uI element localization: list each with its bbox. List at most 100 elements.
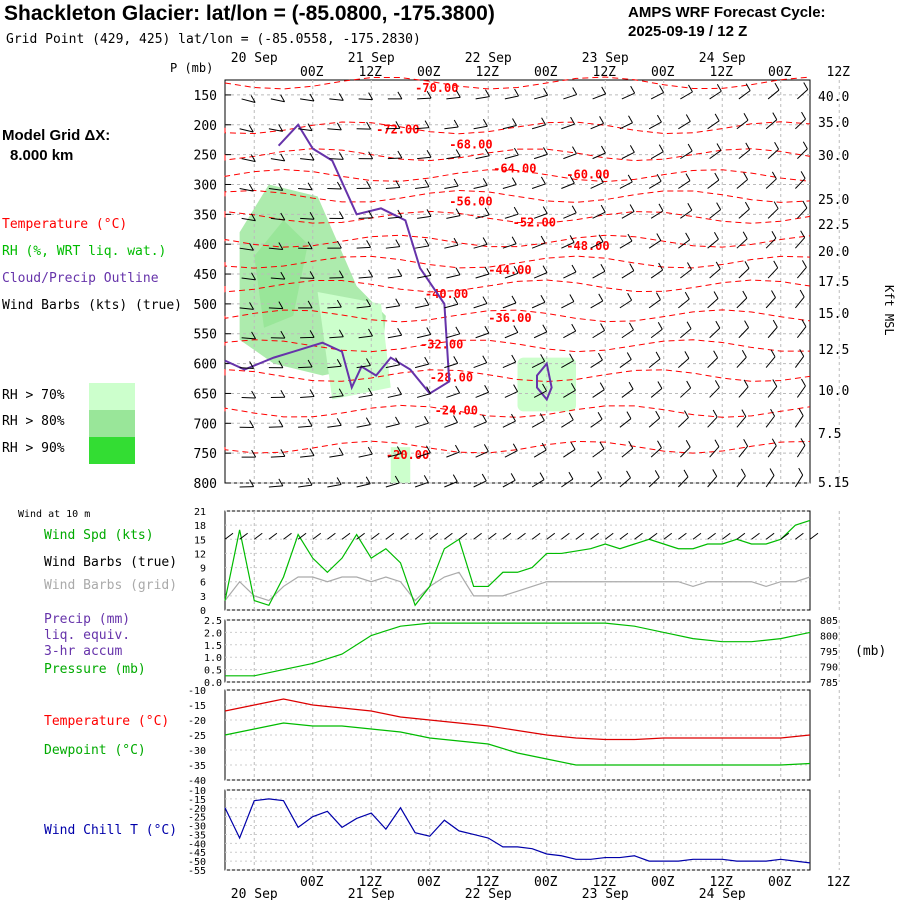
- wind-barb: [678, 357, 690, 368]
- wind-barb: [767, 326, 778, 339]
- wind-barb: [738, 90, 751, 100]
- wind-barb: [473, 362, 487, 369]
- wind-barb-feather: [541, 117, 546, 126]
- wind-barb: [239, 247, 254, 251]
- wind-barb-feather: [743, 438, 749, 447]
- wind-barb-feather: [599, 382, 605, 390]
- wind-barb: [533, 94, 548, 100]
- wind-barb-feather: [771, 230, 777, 239]
- wind10m-barb: [780, 532, 790, 540]
- wind-barb: [329, 158, 344, 160]
- kft-tick-label: 10.0: [818, 384, 849, 399]
- wind-barb-feather: [685, 173, 691, 181]
- wind-barb: [473, 184, 488, 189]
- wind-tick-label: 21: [194, 507, 206, 518]
- wc-tick-label: -35: [188, 830, 206, 841]
- legend-td2: Dewpoint (°C): [44, 743, 146, 758]
- wind-barb: [502, 361, 516, 369]
- top-time-label: 00Z: [534, 65, 558, 80]
- p-tick-label: 300: [194, 178, 217, 193]
- wind-barb-feather: [482, 355, 488, 363]
- top-time-label: 12Z: [359, 65, 383, 80]
- wind-barb: [385, 187, 400, 189]
- wind-barb-feather: [338, 211, 344, 219]
- wind-barb: [385, 246, 400, 249]
- wind-barb-feather: [799, 349, 805, 357]
- wind-barb: [300, 396, 315, 398]
- wind-barb: [270, 158, 285, 162]
- wind-barb-feather: [338, 270, 344, 278]
- temp-tick-label: -25: [188, 731, 206, 742]
- wind-barb-feather: [484, 207, 490, 216]
- legend-temperature: Temperature (°C): [2, 217, 128, 232]
- wind-barb-feather: [397, 328, 403, 336]
- wind-barb: [446, 333, 460, 339]
- wind-barb-feather: [742, 290, 748, 299]
- wind-barb-feather: [426, 209, 432, 217]
- wind-barb-feather: [280, 212, 286, 221]
- isotherm-line: [224, 210, 811, 224]
- isotherm-line: [224, 121, 811, 135]
- wind-barb-feather: [628, 381, 634, 390]
- wind-barb-feather: [743, 172, 749, 180]
- wind-barb: [650, 269, 663, 279]
- wind-barb-feather: [743, 113, 749, 121]
- wind-barb-feather: [572, 146, 577, 154]
- wind-tick-label: 6: [200, 578, 206, 589]
- wind10m-barb: [414, 532, 424, 540]
- wind-barb: [531, 420, 545, 428]
- wind-barb-feather: [773, 201, 779, 209]
- wind-barb: [736, 297, 748, 309]
- wind-barb-feather: [513, 325, 519, 333]
- wind-barb-feather: [511, 295, 517, 304]
- wind-barb-feather: [655, 351, 661, 360]
- wind-barb-feather: [426, 386, 432, 394]
- wind10m-barb: [561, 532, 570, 540]
- wind-barb: [387, 334, 402, 339]
- bottom-date-label: 20 Sep: [231, 887, 278, 900]
- wind-barb: [385, 482, 400, 488]
- bottom-date-label: 22 Sep: [465, 887, 512, 900]
- wind-barb: [446, 96, 461, 100]
- wind-barb: [444, 481, 458, 488]
- wind-barb: [796, 385, 806, 398]
- wind-barb-feather: [540, 176, 546, 185]
- wind10m-barb: [253, 532, 263, 540]
- wind-barb-feather: [426, 268, 432, 276]
- wind-barb: [298, 366, 313, 369]
- wind-barb: [270, 455, 285, 458]
- wind-barb-feather: [338, 388, 344, 397]
- wind-barb: [736, 179, 748, 189]
- wind-barb-feather: [368, 269, 374, 278]
- wind-barb-feather: [570, 116, 576, 125]
- wind-barb: [767, 386, 778, 398]
- wind-barb: [329, 454, 344, 458]
- wind10m-barb: [531, 532, 541, 540]
- wind-barb: [738, 386, 749, 398]
- isotherm-line: [224, 76, 811, 90]
- wind-barb: [356, 424, 371, 428]
- wind10m-barb: [429, 532, 439, 540]
- pressure-tick-label: 790: [820, 663, 838, 674]
- wind-barb: [356, 483, 371, 488]
- isotherm-label: -44.00: [488, 263, 531, 277]
- wind-barb: [446, 215, 461, 219]
- wind-barb: [298, 128, 313, 132]
- wind-barb: [415, 127, 430, 130]
- wind-barb-feather: [338, 447, 344, 456]
- wind10m-barb: [663, 532, 673, 540]
- wind-barb: [531, 183, 546, 189]
- wind-barb: [680, 209, 693, 219]
- wind10m-barb: [341, 532, 351, 540]
- wind-barb-feather: [744, 261, 750, 269]
- wind-barb-feather: [309, 271, 315, 279]
- wind-barb-feather: [367, 387, 373, 396]
- wind-barb-feather: [801, 319, 807, 327]
- wind-barb-feather: [338, 329, 344, 337]
- wind-barb-feather: [248, 183, 254, 192]
- wind-barb: [563, 153, 577, 160]
- wind-barb-feather: [771, 438, 777, 447]
- isotherm-line: [224, 440, 811, 454]
- wind-barb: [298, 187, 313, 191]
